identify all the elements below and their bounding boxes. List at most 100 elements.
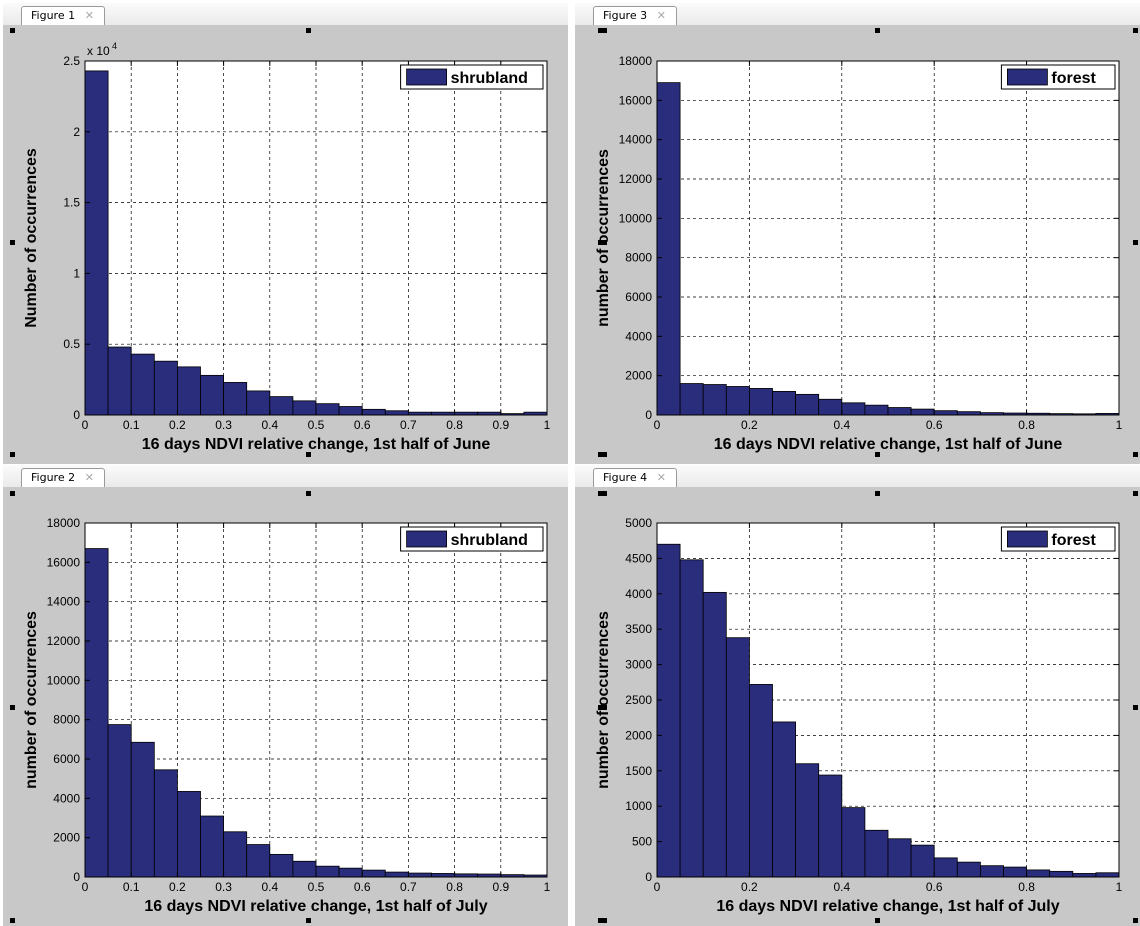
- histogram-bar: [292, 860, 317, 878]
- histogram-bar: [1003, 866, 1028, 878]
- histogram-chart: 0 0.1 0.2 0.3 0.4 0.5 0.6 0.7 0.8 0.9 1 0 0.5 1 1.5 2 2.…: [23, 41, 551, 453]
- selection-handle[interactable]: [875, 491, 880, 496]
- selection-handle[interactable]: [602, 452, 607, 457]
- y-tick-label: 4000: [625, 329, 652, 343]
- histogram-bar: [748, 388, 773, 416]
- selection-handle[interactable]: [10, 918, 15, 923]
- selection-handle[interactable]: [10, 452, 15, 457]
- y-tick-label: 14000: [619, 133, 653, 147]
- selection-handle[interactable]: [10, 28, 15, 33]
- x-tick-label: 0.1: [123, 418, 140, 432]
- y-tick-label: 0: [73, 870, 80, 884]
- y-exponent-label: x 10: [87, 44, 110, 58]
- histogram-bar: [841, 402, 866, 416]
- selection-handle[interactable]: [10, 705, 15, 710]
- selection-handle[interactable]: [306, 452, 311, 457]
- y-tick-label: 1500: [625, 764, 652, 778]
- figure-tab[interactable]: Figure 1 ✕: [21, 6, 105, 25]
- figure-tab[interactable]: Figure 3 ✕: [593, 6, 677, 25]
- histogram-bar: [361, 869, 386, 878]
- histogram-bar: [107, 346, 132, 416]
- y-tick-label: 8000: [53, 713, 80, 727]
- x-tick-label: 0.9: [492, 418, 509, 432]
- selection-handle[interactable]: [306, 918, 311, 923]
- selection-handle[interactable]: [10, 491, 15, 496]
- histogram-bar: [1049, 870, 1074, 878]
- selection-handle[interactable]: [598, 918, 603, 923]
- y-tick-label: 2.5: [63, 54, 80, 68]
- histogram-bar: [910, 844, 935, 878]
- histogram-bar: [772, 390, 797, 416]
- selection-handle[interactable]: [602, 240, 607, 245]
- selection-handle[interactable]: [598, 491, 603, 496]
- x-tick-label: 1: [1116, 880, 1123, 894]
- close-icon[interactable]: ✕: [656, 9, 666, 22]
- selection-handle[interactable]: [1133, 240, 1138, 245]
- figure-canvas: 0 0.2 0.4 0.6 0.8 1 0 2000 4000 6000 8000 10000 1200…: [575, 25, 1140, 464]
- selection-handle[interactable]: [598, 452, 603, 457]
- x-tick-label: 0.4: [261, 880, 278, 894]
- selection-handle[interactable]: [602, 28, 607, 33]
- legend-swatch: [406, 68, 448, 86]
- figure-canvas: 0 0.1 0.2 0.3 0.4 0.5 0.6 0.7 0.8 0.9 1 0 2000 4000 60…: [3, 487, 568, 926]
- legend-swatch: [1006, 530, 1048, 548]
- selection-handle[interactable]: [875, 28, 880, 33]
- selection-handle[interactable]: [875, 452, 880, 457]
- selection-handle[interactable]: [602, 705, 607, 710]
- histogram-bar: [702, 591, 727, 878]
- figure-tab-strip: Figure 3 ✕: [575, 3, 1140, 26]
- histogram-bar: [84, 70, 109, 416]
- selection-handle[interactable]: [1133, 28, 1138, 33]
- selection-handle[interactable]: [1133, 491, 1138, 496]
- histogram-bar: [200, 374, 225, 416]
- figure-tab-label: Figure 1: [31, 9, 76, 22]
- selection-handle[interactable]: [1133, 452, 1138, 457]
- close-icon[interactable]: ✕: [84, 9, 94, 22]
- selection-handle[interactable]: [598, 28, 603, 33]
- histogram-bar: [864, 404, 889, 416]
- histogram-bar: [269, 396, 294, 416]
- close-icon[interactable]: ✕: [656, 471, 666, 484]
- x-tick-label: 1: [544, 418, 551, 432]
- histogram-bar: [864, 829, 889, 878]
- histogram-bar: [1072, 873, 1097, 878]
- histogram-bar: [679, 559, 704, 878]
- y-tick-label: 1000: [625, 799, 652, 813]
- x-tick-label: 1: [544, 880, 551, 894]
- y-tick-label: 6000: [625, 290, 652, 304]
- figure-tab[interactable]: Figure 2 ✕: [21, 468, 105, 487]
- selection-handle[interactable]: [598, 705, 603, 710]
- selection-handle[interactable]: [602, 918, 607, 923]
- selection-handle[interactable]: [1133, 918, 1138, 923]
- legend-swatch: [406, 530, 448, 548]
- x-tick-label: 0.6: [354, 880, 371, 894]
- y-tick-label: 500: [632, 835, 652, 849]
- y-tick-label: 8000: [625, 251, 652, 265]
- histogram-bar: [1095, 872, 1120, 878]
- figure-tab-strip: Figure 2 ✕: [3, 465, 568, 488]
- selection-handle[interactable]: [10, 240, 15, 245]
- histogram-bar: [130, 741, 155, 878]
- y-exponent-power: 4: [112, 41, 117, 51]
- x-tick-label: 0.4: [833, 418, 850, 432]
- histogram-bar: [153, 360, 178, 416]
- histogram-chart: 0 0.1 0.2 0.3 0.4 0.5 0.6 0.7 0.8 0.9 1 0 2000 4000 60…: [23, 516, 551, 915]
- x-tick-label: 0.8: [446, 880, 463, 894]
- legend-label: shrubland: [451, 532, 528, 549]
- close-icon[interactable]: ✕: [84, 471, 94, 484]
- selection-handle[interactable]: [602, 491, 607, 496]
- x-axis-label: 16 days NDVI relative change, 1st half o…: [716, 898, 1059, 915]
- x-tick-label: 1: [1116, 418, 1123, 432]
- histogram-chart: 0 0.2 0.4 0.6 0.8 1 0 500 1000 1500 2000 2500 3000 35…: [595, 516, 1123, 915]
- selection-handle[interactable]: [875, 918, 880, 923]
- histogram-bar: [795, 763, 820, 878]
- selection-handle[interactable]: [306, 491, 311, 496]
- selection-handle[interactable]: [306, 28, 311, 33]
- selection-handle[interactable]: [598, 240, 603, 245]
- histogram-bar: [979, 865, 1004, 878]
- selection-handle[interactable]: [1133, 705, 1138, 710]
- x-tick-label: 0.4: [833, 880, 850, 894]
- x-tick-label: 0.7: [400, 418, 417, 432]
- figure-tab[interactable]: Figure 4 ✕: [593, 468, 677, 487]
- y-tick-label: 18000: [47, 516, 81, 530]
